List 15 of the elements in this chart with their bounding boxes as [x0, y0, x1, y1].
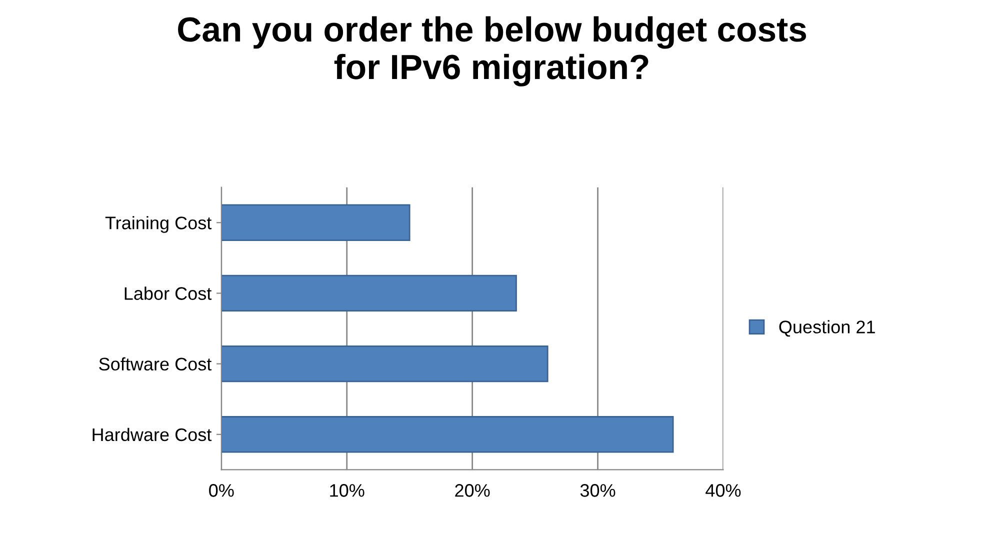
legend-label: Question 21 — [779, 320, 875, 337]
chart-title: Can you order the below budget costs for IPv6 migration? — [178, 16, 806, 86]
x-tick-label: 10% — [330, 484, 364, 497]
bar — [221, 345, 548, 382]
y-tick-label: Labor Cost — [124, 286, 212, 300]
y-tick-label: Software Cost — [99, 357, 212, 371]
y-tick-label: Training Cost — [105, 216, 212, 233]
x-tick-label: 30% — [580, 484, 616, 497]
y-tick-label: Hardware Cost — [92, 428, 212, 442]
x-tick-label: 40% — [706, 484, 741, 497]
bar — [221, 274, 517, 312]
x-tick-label: 0% — [209, 484, 234, 497]
x-tick-label: 20% — [455, 484, 490, 497]
bar — [221, 204, 410, 241]
bar — [221, 416, 674, 453]
